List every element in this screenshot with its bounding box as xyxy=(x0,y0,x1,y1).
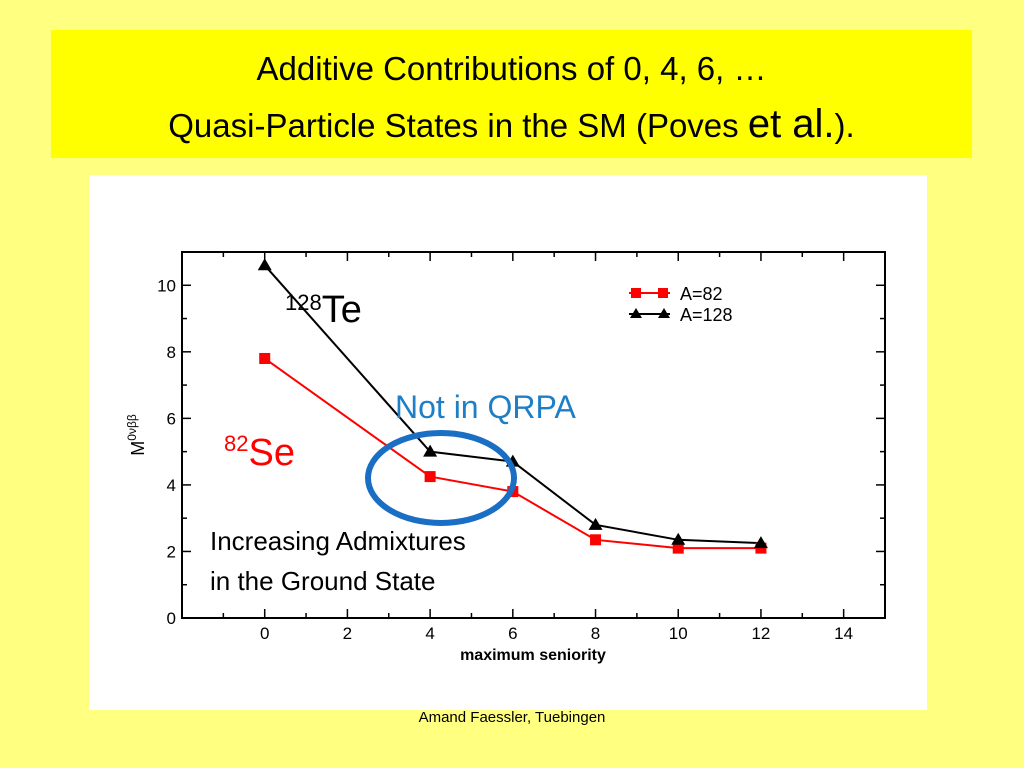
data-point-square xyxy=(259,352,271,364)
legend-marker-a128-right xyxy=(658,308,670,318)
slide-title-line1: Additive Contributions of 0, 4, 6, … xyxy=(256,50,767,87)
se-label: 82Se xyxy=(224,431,295,474)
not-in-qrpa-label: Not in QRPA xyxy=(395,389,576,425)
series-line-a128 xyxy=(263,264,761,545)
x-tick-label: 0 xyxy=(260,624,269,643)
data-point-triangle xyxy=(753,536,768,549)
title-et-al: et al. xyxy=(747,102,835,146)
tick-labels: 0 2 4 6 8 10 12 14 0 2 4 6 8 10 xyxy=(157,276,853,643)
data-point-triangle xyxy=(423,444,438,457)
legend-marker-a82-right xyxy=(658,288,668,298)
legend-label-a128: A=128 xyxy=(680,305,733,325)
title-line2-prefix: Quasi-Particle States in the SM (Poves xyxy=(168,107,748,144)
x-tick-label: 6 xyxy=(508,624,517,643)
x-tick-label: 14 xyxy=(834,624,853,643)
data-point-square xyxy=(424,471,436,483)
x-tick-label: 10 xyxy=(669,624,688,643)
x-axis-label: maximum seniority xyxy=(460,647,606,664)
title-line2-suffix: ). xyxy=(834,107,855,144)
data-point-triangle xyxy=(588,517,603,530)
slide-title-line2: Quasi-Particle States in the SM (Poves e… xyxy=(51,102,972,147)
plot-frame xyxy=(181,251,886,619)
slide-footer: Amand Faessler, Tuebingen xyxy=(418,709,606,726)
y-axis-label-group: M0νββ xyxy=(125,414,148,456)
chart-panel xyxy=(89,175,927,710)
y-tick-label: 6 xyxy=(167,409,176,428)
y-axis-label-sup: 0νββ xyxy=(125,414,139,441)
te-symbol: Te xyxy=(322,289,362,331)
title-box: Additive Contributions of 0, 4, 6, … Qua… xyxy=(51,30,972,158)
te-mass-number: 128 xyxy=(285,290,322,315)
x-tick-label: 8 xyxy=(591,624,600,643)
se-symbol: Se xyxy=(248,432,294,474)
x-tick-label: 4 xyxy=(425,624,434,643)
y-axis-label: M0νββ xyxy=(125,414,148,456)
admixtures-line2: in the Ground State xyxy=(210,566,435,596)
y-tick-label: 2 xyxy=(167,542,176,561)
data-point-square xyxy=(672,542,684,554)
series-line-a82 xyxy=(264,357,761,550)
data-point-triangle xyxy=(671,532,686,545)
y-tick-label: 8 xyxy=(167,343,176,362)
admixtures-line1: Increasing Admixtures xyxy=(210,526,466,556)
series-lines xyxy=(263,264,761,550)
y-tick-label: 10 xyxy=(157,276,176,295)
qrpa-highlight-circle xyxy=(365,430,517,526)
data-point-triangle xyxy=(257,258,272,271)
legend: A=82 A=128 xyxy=(629,284,733,325)
data-point-square xyxy=(590,534,602,546)
te-label: 128Te xyxy=(285,289,362,331)
x-tick-label: 12 xyxy=(751,624,770,643)
y-axis-label-main: M xyxy=(128,441,148,456)
y-tick-label: 0 xyxy=(167,609,176,628)
legend-label-a82: A=82 xyxy=(680,284,723,304)
legend-marker-a82-left xyxy=(631,288,641,298)
x-tick-label: 2 xyxy=(343,624,352,643)
chart-axes xyxy=(181,251,886,619)
tick-marks xyxy=(182,252,885,618)
y-tick-label: 4 xyxy=(167,476,176,495)
legend-marker-a128-left xyxy=(630,308,642,318)
se-mass-number: 82 xyxy=(224,431,248,456)
